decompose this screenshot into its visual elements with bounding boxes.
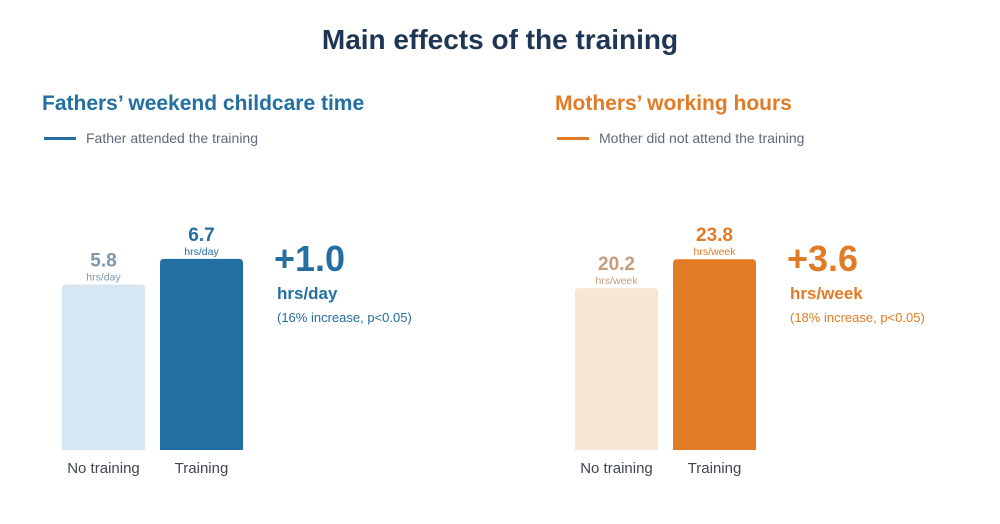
legend: Mother did not attend the training	[557, 130, 804, 146]
unit-label: hrs/day	[184, 246, 219, 258]
panel-fathers-childcare: Fathers’ weekend childcare time Father a…	[42, 92, 502, 512]
value-label: 5.8	[90, 251, 116, 272]
value-label: 23.8	[696, 225, 733, 246]
bar-no-training	[575, 288, 658, 450]
legend-label: Father attended the training	[86, 130, 259, 146]
unit-label: hrs/day	[86, 272, 121, 284]
category-label: No training	[580, 460, 653, 477]
bar-no-training	[62, 284, 145, 450]
effect-callout: +3.6 hrs/week (18% increase, p<0.05)	[787, 238, 925, 325]
category-label: Training	[175, 460, 229, 477]
effect-unit: hrs/day	[277, 284, 338, 303]
panel-title: Mothers’ working hours	[555, 92, 792, 115]
legend: Father attended the training	[44, 130, 258, 146]
panel-title: Fathers’ weekend childcare time	[42, 92, 365, 115]
page-title: Main effects of the training	[321, 24, 679, 55]
effect-callout: +1.0 hrs/day (16% increase, p<0.05)	[274, 238, 412, 325]
value-label: 6.7	[188, 225, 214, 246]
unit-label: hrs/week	[595, 275, 638, 287]
effect-note: (18% increase, p<0.05)	[790, 310, 925, 325]
panel-mothers-working-hours: Mothers’ working hours Mother did not at…	[555, 92, 1000, 512]
unit-label: hrs/week	[693, 246, 736, 258]
effect-note: (16% increase, p<0.05)	[277, 310, 412, 325]
legend-line-swatch	[44, 136, 76, 140]
effect-value: +1.0	[274, 238, 346, 279]
effect-value: +3.6	[787, 238, 859, 279]
category-label: Training	[688, 460, 742, 477]
legend-label: Mother did not attend the training	[599, 130, 805, 146]
category-label: No training	[67, 460, 140, 477]
effect-unit: hrs/week	[790, 284, 863, 303]
value-label: 20.2	[598, 254, 635, 275]
legend-line-swatch	[557, 136, 589, 140]
bar-training	[673, 259, 756, 450]
bar-training	[160, 258, 243, 450]
